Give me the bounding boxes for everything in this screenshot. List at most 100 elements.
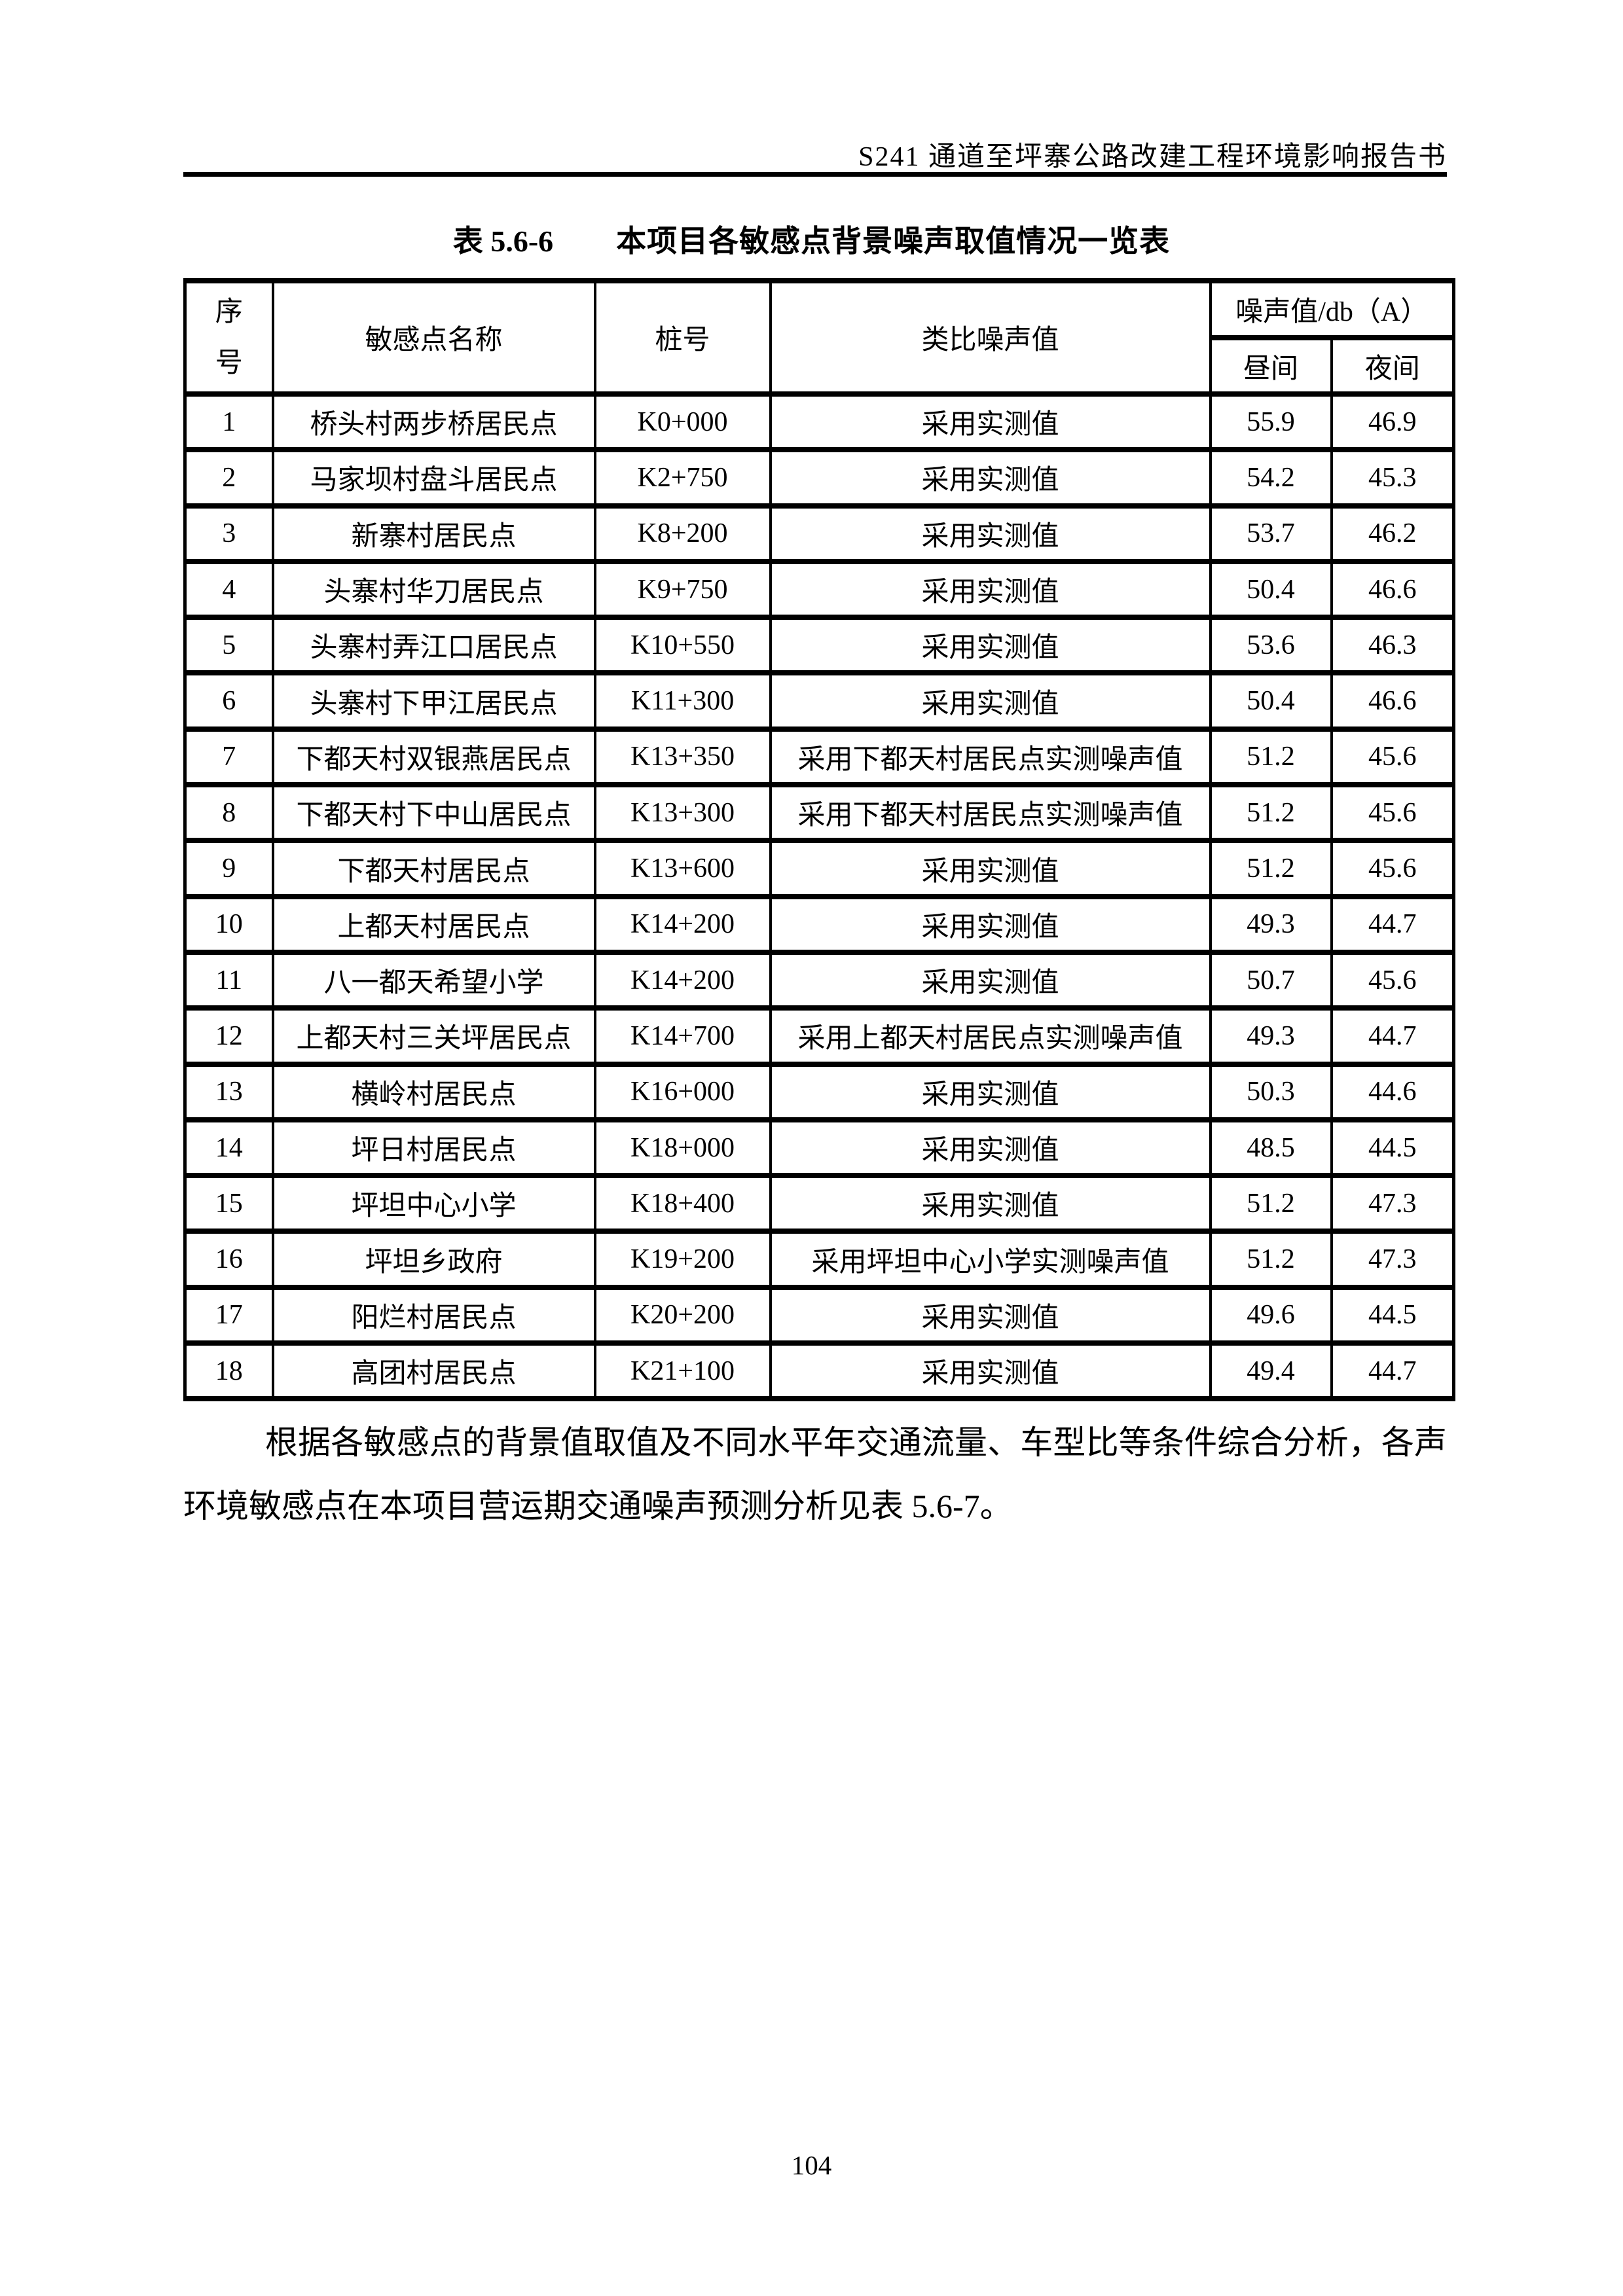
noise-table: 序号 敏感点名称 桩号 类比噪声值 噪声值/db（A） 昼间 夜间 1 桥头村两步…: [183, 278, 1456, 1402]
cell-day: 51.2: [1209, 1173, 1333, 1234]
cell-night: 45.6: [1330, 838, 1455, 899]
cell-day: 50.7: [1209, 949, 1333, 1011]
cell-day: 49.4: [1209, 1340, 1333, 1402]
cell-analog: 采用实测值: [769, 447, 1212, 509]
cell-night: 45.6: [1330, 782, 1455, 844]
cell-stake: K18+400: [593, 1173, 772, 1234]
cell-name: 坪日村居民点: [271, 1117, 596, 1179]
cell-index: 16: [183, 1229, 274, 1290]
cell-night: 45.3: [1330, 447, 1455, 509]
cell-name: 下都天村下中山居民点: [271, 782, 596, 844]
cell-stake: K11+300: [593, 670, 772, 732]
cell-name: 马家坝村盘斗居民点: [271, 447, 596, 509]
cell-night: 46.6: [1330, 670, 1455, 732]
table-row: 10 上都天村居民点 K14+200 采用实测值 49.3 44.7: [183, 893, 1455, 955]
cell-stake: K2+750: [593, 447, 772, 509]
cell-index: 11: [183, 949, 274, 1011]
cell-index: 1: [183, 391, 274, 453]
table-row: 5 头寨村弄江口居民点 K10+550 采用实测值 53.6 46.3: [183, 615, 1455, 676]
cell-day: 53.6: [1209, 615, 1333, 676]
cell-night: 46.2: [1330, 503, 1455, 564]
cell-night: 46.9: [1330, 391, 1455, 453]
cell-day: 49.6: [1209, 1284, 1333, 1346]
header-rule: [183, 172, 1447, 177]
table-row: 9 下都天村居民点 K13+600 采用实测值 51.2 45.6: [183, 838, 1455, 899]
cell-name: 下都天村双银燕居民点: [271, 726, 596, 788]
table-row: 11 八一都天希望小学 K14+200 采用实测值 50.7 45.6: [183, 949, 1455, 1011]
table-row: 14 坪日村居民点 K18+000 采用实测值 48.5 44.5: [183, 1117, 1455, 1179]
cell-day: 51.2: [1209, 782, 1333, 844]
cell-day: 54.2: [1209, 447, 1333, 509]
col-header-stake: 桩号: [593, 278, 772, 397]
table-row: 8 下都天村下中山居民点 K13+300 采用下都天村居民点实测噪声值 51.2 45.6: [183, 782, 1455, 844]
cell-name: 桥头村两步桥居民点: [271, 391, 596, 453]
cell-day: 55.9: [1209, 391, 1333, 453]
cell-day: 51.2: [1209, 726, 1333, 788]
cell-index: 4: [183, 558, 274, 620]
table-head: 序号 敏感点名称 桩号 类比噪声值 噪声值/db（A） 昼间 夜间: [183, 278, 1455, 397]
cell-stake: K8+200: [593, 503, 772, 564]
cell-analog: 采用实测值: [769, 670, 1212, 732]
table-row: 18 高团村居民点 K21+100 采用实测值 49.4 44.7: [183, 1340, 1455, 1402]
cell-day: 51.2: [1209, 838, 1333, 899]
cell-stake: K20+200: [593, 1284, 772, 1346]
table-row: 17 阳烂村居民点 K20+200 采用实测值 49.6 44.5: [183, 1284, 1455, 1346]
col-header-noise-group: 噪声值/db（A）: [1209, 278, 1455, 340]
cell-night: 44.5: [1330, 1284, 1455, 1346]
cell-analog: 采用实测值: [769, 1117, 1212, 1179]
table-row: 12 上都天村三关坪居民点 K14+700 采用上都天村居民点实测噪声值 49.3 44.…: [183, 1005, 1455, 1067]
table-row: 7 下都天村双银燕居民点 K13+350 采用下都天村居民点实测噪声值 51.2 45.6: [183, 726, 1455, 788]
cell-night: 44.5: [1330, 1117, 1455, 1179]
cell-night: 44.6: [1330, 1061, 1455, 1122]
cell-analog: 采用实测值: [769, 1173, 1212, 1234]
cell-day: 53.7: [1209, 503, 1333, 564]
table-row: 15 坪坦中心小学 K18+400 采用实测值 51.2 47.3: [183, 1173, 1455, 1234]
cell-analog: 采用实测值: [769, 391, 1212, 453]
table-caption-label: 表 5.6-6: [452, 224, 554, 258]
cell-analog: 采用实测值: [769, 838, 1212, 899]
cell-analog: 采用实测值: [769, 1284, 1212, 1346]
cell-day: 50.3: [1209, 1061, 1333, 1122]
cell-stake: K13+350: [593, 726, 772, 788]
cell-night: 44.7: [1330, 1005, 1455, 1067]
cell-analog: 采用实测值: [769, 893, 1212, 955]
header-row-1: 序号 敏感点名称 桩号 类比噪声值 噪声值/db（A）: [183, 278, 1455, 397]
cell-night: 45.6: [1330, 949, 1455, 1011]
cell-analog: 采用实测值: [769, 1061, 1212, 1122]
table-row: 1 桥头村两步桥居民点 K0+000 采用实测值 55.9 46.9: [183, 391, 1455, 453]
cell-index: 12: [183, 1005, 274, 1067]
col-header-analog: 类比噪声值: [769, 278, 1212, 397]
cell-day: 48.5: [1209, 1117, 1333, 1179]
cell-night: 44.7: [1330, 1340, 1455, 1402]
cell-analog: 采用实测值: [769, 558, 1212, 620]
cell-index: 13: [183, 1061, 274, 1122]
cell-stake: K21+100: [593, 1340, 772, 1402]
running-header: S241 通道至坪寨公路改建工程环境影响报告书: [858, 142, 1447, 172]
cell-analog: 采用上都天村居民点实测噪声值: [769, 1005, 1212, 1067]
cell-name: 上都天村三关坪居民点: [271, 1005, 596, 1067]
cell-stake: K14+700: [593, 1005, 772, 1067]
cell-name: 高团村居民点: [271, 1340, 596, 1402]
cell-analog: 采用实测值: [769, 1340, 1212, 1402]
cell-name: 坪坦乡政府: [271, 1229, 596, 1290]
cell-stake: K14+200: [593, 949, 772, 1011]
cell-index: 2: [183, 447, 274, 509]
cell-name: 坪坦中心小学: [271, 1173, 596, 1234]
cell-name: 八一都天希望小学: [271, 949, 596, 1011]
cell-name: 阳烂村居民点: [271, 1284, 596, 1346]
cell-analog: 采用实测值: [769, 503, 1212, 564]
col-header-index-label: 序号: [215, 296, 243, 378]
table-body: 1 桥头村两步桥居民点 K0+000 采用实测值 55.9 46.9 2 马家坝村盘斗居民点 K…: [183, 391, 1455, 1402]
cell-night: 47.3: [1330, 1173, 1455, 1234]
cell-stake: K13+300: [593, 782, 772, 844]
cell-day: 50.4: [1209, 558, 1333, 620]
table-row: 3 新寨村居民点 K8+200 采用实测值 53.7 46.2: [183, 503, 1455, 564]
cell-analog: 采用下都天村居民点实测噪声值: [769, 782, 1212, 844]
col-header-day: 昼间: [1209, 335, 1333, 397]
cell-index: 9: [183, 838, 274, 899]
cell-day: 49.3: [1209, 1005, 1333, 1067]
cell-stake: K9+750: [593, 558, 772, 620]
cell-analog: 采用下都天村居民点实测噪声值: [769, 726, 1212, 788]
cell-analog: 采用实测值: [769, 615, 1212, 676]
table-row: 16 坪坦乡政府 K19+200 采用坪坦中心小学实测噪声值 51.2 47.3: [183, 1229, 1455, 1290]
